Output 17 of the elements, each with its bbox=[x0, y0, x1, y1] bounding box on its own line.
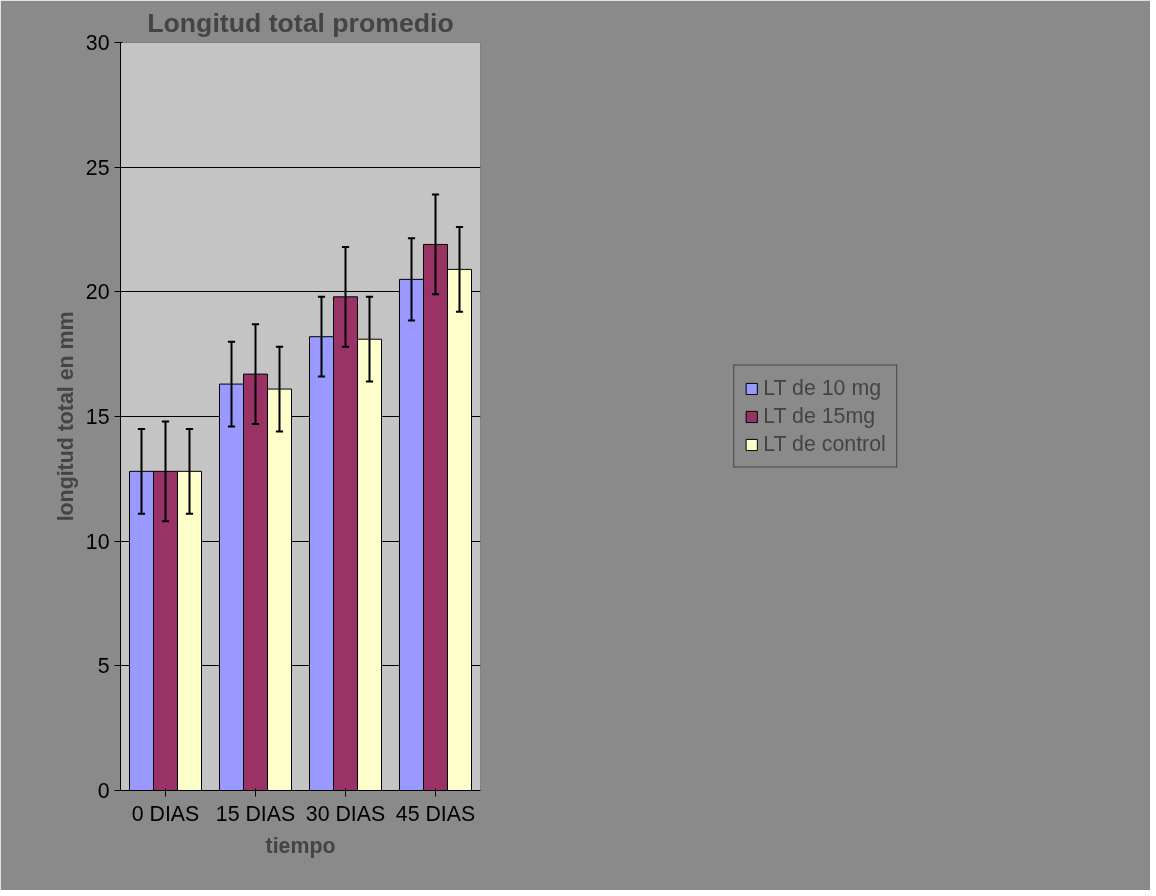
y-tick-label: 15 bbox=[85, 405, 110, 429]
y-tick-label: 25 bbox=[85, 155, 110, 180]
x-tick-label: 15 DIAS bbox=[215, 801, 296, 826]
y-tick-label: 5 bbox=[97, 654, 110, 679]
chart-title: Longitud total promedio bbox=[147, 7, 454, 38]
legend-label: LT de control bbox=[763, 431, 886, 457]
y-tick-label: 0 bbox=[97, 779, 110, 803]
x-tick-label: 0 DIAS bbox=[131, 801, 200, 826]
x-tick-label: 30 DIAS bbox=[305, 801, 386, 826]
y-tick-label: 30 bbox=[85, 31, 110, 55]
y-tick-label: 20 bbox=[85, 280, 110, 305]
x-tick-label: 45 DIAS bbox=[395, 801, 476, 826]
y-tick-label: 10 bbox=[85, 529, 110, 554]
x-axis-title: tiempo bbox=[265, 833, 336, 858]
legend-label: LT de 10 mg bbox=[763, 375, 882, 401]
legend-label: LT de 15mg bbox=[763, 403, 876, 429]
y-axis-title: longitud total en mm bbox=[53, 311, 78, 522]
